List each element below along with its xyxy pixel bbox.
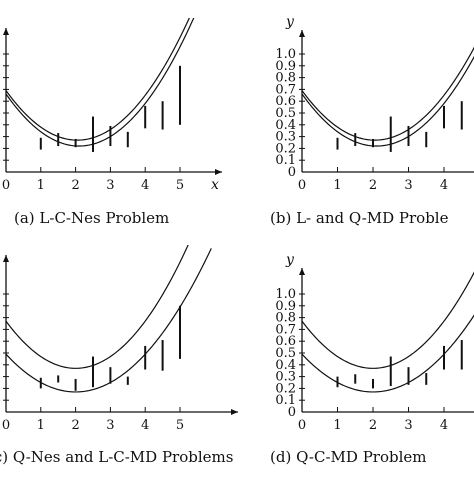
- y-tick-label: 0.3: [275, 370, 296, 385]
- panel-caption: (c) Q-Nes and L-C-MD Problems: [0, 448, 233, 466]
- x-tick-label: 2: [71, 178, 79, 193]
- y-tick-label: 0.5: [275, 106, 296, 121]
- y-axis-arrow: [299, 268, 305, 275]
- x-tick-label: 3: [106, 178, 114, 193]
- x-tick-label: 3: [404, 178, 412, 193]
- x-tick-label: 3: [404, 418, 412, 433]
- y-tick-label: 0.9: [275, 59, 296, 74]
- y-tick-label: 0: [288, 405, 296, 420]
- y-axis-arrow: [299, 30, 305, 37]
- bound-curve-1: [302, 271, 474, 369]
- y-tick-label: 0.4: [275, 118, 296, 133]
- x-tick-label: 0: [298, 178, 306, 193]
- y-tick-label: 0.1: [275, 393, 296, 408]
- y-tick-label: 0.7: [275, 322, 296, 337]
- bound-curve-2: [302, 314, 474, 393]
- y-tick-label: 0.6: [275, 334, 296, 349]
- y-tick-label: 0.7: [275, 82, 296, 97]
- x-tick-label: 2: [71, 418, 79, 433]
- x-tick-label: 5: [176, 418, 184, 433]
- x-tick-label: 0: [2, 178, 10, 193]
- y-tick-label: 0.2: [275, 141, 296, 156]
- x-tick-label: 0: [298, 418, 306, 433]
- x-tick-label: 2: [369, 178, 377, 193]
- y-axis-arrow: [3, 28, 9, 35]
- y-axis-label: y: [285, 252, 295, 268]
- x-axis-arrow: [231, 409, 238, 415]
- x-axis-arrow: [215, 169, 222, 175]
- y-tick-label: 0.5: [275, 346, 296, 361]
- bound-curve-1: [6, 18, 195, 147]
- y-tick-label: 0.8: [275, 311, 296, 326]
- x-tick-label: 4: [141, 178, 149, 193]
- y-tick-label: 0.6: [275, 94, 296, 109]
- bound-curve-2: [302, 46, 474, 141]
- x-tick-label: 3: [106, 418, 114, 433]
- panel-d: 0 1 2 3 4 00.10.20.30.40.50.60.70.80.91.0 y (d)…: [270, 252, 474, 466]
- x-tick-label: 1: [333, 178, 341, 193]
- y-tick-label: 0.9: [275, 299, 296, 314]
- y-tick-label: 0.4: [275, 358, 296, 373]
- y-tick-label: 0.1: [275, 153, 296, 168]
- bound-curve-1: [6, 245, 189, 369]
- bound-curve-2: [6, 18, 190, 141]
- panel-a: 0 1 2 3 4 5 x (a) L-C-Nes Problem: [2, 18, 222, 227]
- x-tick-label: 1: [37, 418, 45, 433]
- panel-caption: (a) L-C-Nes Problem: [14, 209, 169, 227]
- bound-curve-1: [302, 55, 474, 147]
- panel-caption: (d) Q-C-MD Problem: [270, 448, 426, 466]
- panel-caption: (b) L- and Q-MD Proble: [270, 209, 449, 227]
- x-tick-label: 1: [333, 418, 341, 433]
- x-tick-label: 2: [369, 418, 377, 433]
- bound-curve-2: [6, 248, 212, 393]
- y-tick-label: 0: [288, 165, 296, 180]
- y-axis-arrow: [3, 255, 9, 262]
- y-tick-label: 1.0: [275, 287, 296, 302]
- x-tick-label: 1: [37, 178, 45, 193]
- panel-b: 0 1 2 3 4 00.10.20.30.40.50.60.70.80.91.0 y (b)…: [270, 14, 474, 227]
- x-tick-label: 4: [141, 418, 149, 433]
- x-tick-label: 4: [440, 178, 448, 193]
- panel-c: 0 1 2 3 4 5 (c) Q-Nes and L-C-MD Problems: [0, 245, 238, 466]
- y-tick-label: 1.0: [275, 47, 296, 62]
- y-axis-label: y: [285, 14, 295, 30]
- x-tick-label: 0: [2, 418, 10, 433]
- x-axis-label: x: [211, 177, 219, 193]
- x-tick-label: 4: [440, 418, 448, 433]
- y-tick-label: 0.3: [275, 130, 296, 145]
- y-tick-label: 0.8: [275, 71, 296, 86]
- x-tick-label: 5: [176, 178, 184, 193]
- y-tick-label: 0.2: [275, 381, 296, 396]
